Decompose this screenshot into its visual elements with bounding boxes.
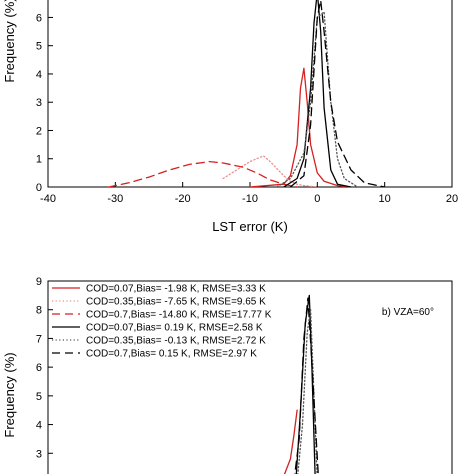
y-axis-label: Frequency (%) [2,0,17,83]
series-line-0 [283,409,298,474]
y-tick-label: 5 [36,391,42,403]
plot-frame [47,0,453,188]
legend-label-5: COD=0.7,Bias= 0.15 K, RMSE=2.97 K [86,349,257,360]
series-line-3 [283,0,352,187]
x-tick-label: -30 [107,193,123,205]
panel-a: 0 1 2 3 4 5 6 -40 -30 -20 -10 0 10 20 LST error (K) Fre… [2,0,458,234]
series-line-2 [107,160,298,187]
x-tick-label: -10 [242,193,258,205]
legend-label-0: COD=0.07,Bias= -1.98 K, RMSE=3.33 K [86,284,266,295]
y-tick-label: 1 [36,154,42,166]
series-line-5 [294,297,319,474]
x-tick-label: 0 [314,193,320,205]
y-tick-label: 6 [36,12,42,24]
panel-label: b) VZA=60° [382,307,434,318]
y-tick-label: 7 [36,333,42,345]
series-line-5 [289,0,386,187]
legend-label-1: COD=0.35,Bias= -7.65 K, RMSE=9.65 K [86,297,266,308]
y-tick-label: 8 [36,305,42,317]
series-line-0 [249,67,352,187]
y-tick-label: 6 [36,362,42,374]
legend-label-3: COD=0.07,Bias= 0.19 K, RMSE=2.58 K [86,323,263,334]
series-line-4 [276,11,359,187]
series-line-1 [222,155,318,187]
x-tick-label: 10 [379,193,391,205]
legend-label-4: COD=0.35,Bias= -0.13 K, RMSE=2.72 K [86,336,266,347]
y-tick-label: 9 [36,276,42,288]
y-tick-label: 2 [36,125,42,137]
y-axis-label: Frequency (%) [2,352,17,437]
y-tick-label: 3 [36,97,42,109]
panel-b: 3 4 5 6 7 8 9 Frequency (%) b) VZA=60° COD=0.07,B… [2,276,453,474]
x-tick-label: -40 [40,193,56,205]
x-axis-label: LST error (K) [212,219,288,234]
x-tick-label: -20 [175,193,191,205]
y-tick-label: 5 [36,41,42,53]
legend: COD=0.07,Bias= -1.98 K, RMSE=3.33 K COD=0… [52,284,272,360]
legend-label-2: COD=0.7,Bias= -14.80 K, RMSE=17.77 K [86,310,272,321]
x-tick-label: 20 [446,193,458,205]
y-tick-label: 4 [36,69,42,81]
y-tick-label: 4 [36,420,42,432]
plot-frame [47,280,453,474]
y-tick-label: 0 [36,182,42,194]
y-tick-label: 3 [36,448,42,460]
series-line-4 [297,309,318,474]
